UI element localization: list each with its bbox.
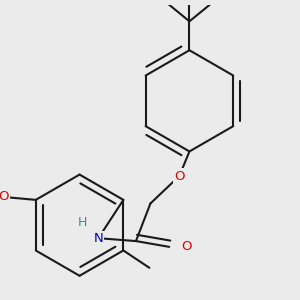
Text: O: O — [0, 190, 9, 203]
Text: H: H — [78, 216, 87, 229]
Text: O: O — [181, 240, 191, 254]
Text: O: O — [174, 169, 184, 182]
Text: N: N — [94, 232, 103, 245]
